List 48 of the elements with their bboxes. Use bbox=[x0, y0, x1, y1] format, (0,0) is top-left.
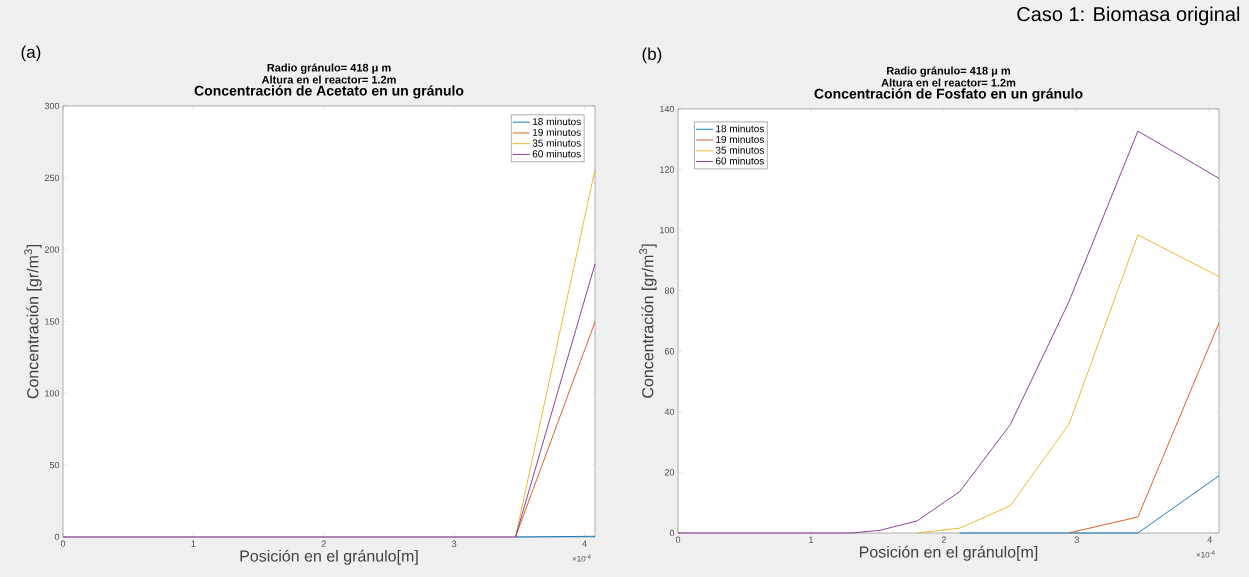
y-tick-label: 150 bbox=[45, 318, 60, 325]
x-tick-label: 3 bbox=[1074, 536, 1079, 543]
text: (a) bbox=[21, 45, 41, 62]
x-axis-title: Posición en el gránulo[m] bbox=[860, 545, 1038, 561]
x-tick-label: 4 bbox=[1207, 536, 1212, 543]
y-tick-label: 250 bbox=[44, 174, 60, 182]
chart-title: Concentración de Acetato en un gránulo bbox=[194, 85, 464, 99]
y-tick-label: 60 bbox=[664, 348, 675, 355]
y-tick-label: 80 bbox=[664, 287, 675, 294]
y-tick-label: 300 bbox=[44, 102, 60, 110]
chart-subtitle: Radio gránulo= 418 μ m bbox=[267, 63, 391, 74]
x-tick-label: 0 bbox=[675, 536, 681, 543]
y-axis-title: Concentración [gr/m$^{3}$] bbox=[639, 244, 657, 398]
y-axis-title: Concentración [gr/m$^{3}$] bbox=[24, 245, 42, 399]
y-tick-label: 200 bbox=[44, 246, 60, 253]
x-tick-label: 2 bbox=[321, 540, 326, 547]
text: Altura en el reactor= 1.2m bbox=[881, 78, 1016, 87]
x-tick-label: 1 bbox=[809, 536, 813, 543]
chart-title: Concentración de Fosfato en un gránulo bbox=[814, 88, 1083, 102]
y-tick-label: 50 bbox=[49, 461, 60, 469]
text: (b) bbox=[642, 47, 662, 64]
chart-subtitle: Radio gránulo= 418 μ m bbox=[887, 66, 1011, 77]
text: ×10$^{-4}$ bbox=[1196, 550, 1215, 558]
y-tick-label: 100 bbox=[660, 226, 675, 234]
y-tick-label: 120 bbox=[660, 166, 675, 173]
legend-label: 19 minutos bbox=[716, 135, 764, 143]
legend-label: 19 minutos bbox=[533, 128, 581, 136]
y-tick-label: 0 bbox=[669, 529, 675, 537]
x-tick-label: 4 bbox=[582, 540, 587, 547]
x-tick-label: 0 bbox=[60, 540, 66, 547]
y-tick-label: 20 bbox=[664, 469, 675, 476]
legend-label: 60 minutos bbox=[715, 157, 764, 165]
x-tick-label: 2 bbox=[941, 536, 946, 543]
line-series bbox=[916, 234, 1220, 534]
y-tick-label: 140 bbox=[660, 105, 675, 113]
y-tick-label: 100 bbox=[45, 390, 60, 397]
x-tick-label: 1 bbox=[191, 540, 196, 547]
legend-label: 35 minutos bbox=[532, 139, 581, 147]
x-axis-title: Posición en el gránulo[m] bbox=[240, 549, 418, 565]
text: Caso 1: Biomasa original bbox=[1017, 6, 1240, 26]
legend-label: 18 minutos bbox=[533, 117, 581, 126]
legend-label: 35 minutos bbox=[715, 146, 764, 154]
y-tick-label: 40 bbox=[664, 408, 675, 416]
text: Altura en el reactor= 1.2m bbox=[261, 75, 396, 84]
text: ×10$^{-4}$ bbox=[572, 554, 591, 562]
x-tick-label: 3 bbox=[452, 540, 457, 547]
legend-label: 18 minutos bbox=[716, 124, 764, 133]
legend-label: 60 minutos bbox=[532, 150, 581, 158]
